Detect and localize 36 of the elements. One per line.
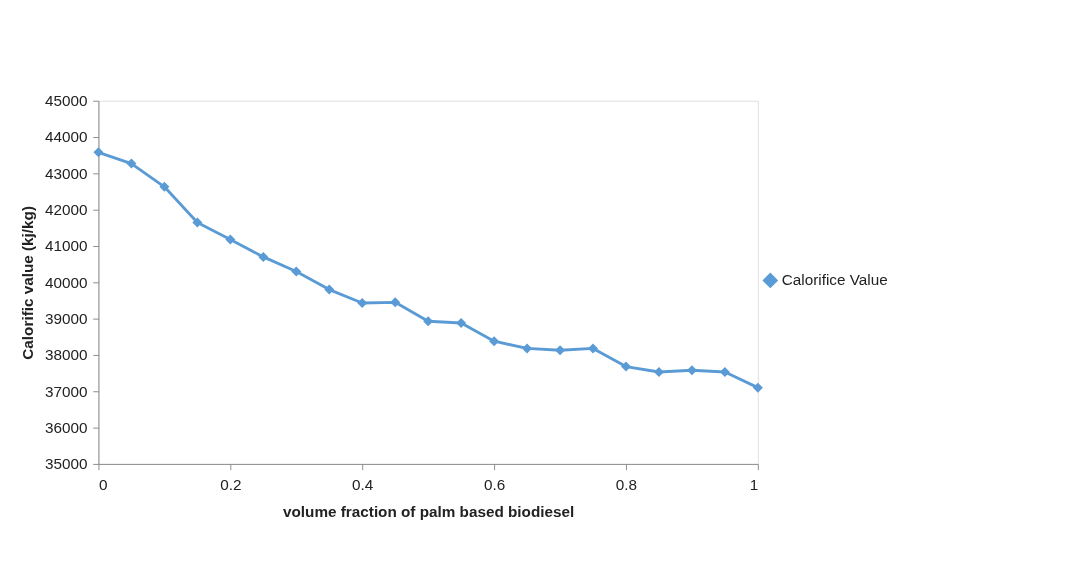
y-tick-label: 40000: [44, 273, 88, 291]
y-tick-label: 36000: [44, 418, 88, 436]
y-tick-label: 37000: [44, 382, 88, 400]
x-tick-label: 0.2: [220, 476, 242, 494]
y-tick-label: 35000: [44, 455, 88, 473]
x-axis-title: volume fraction of palm based biodiesel: [283, 502, 575, 520]
point: [192, 217, 203, 228]
point: [653, 367, 664, 378]
y-tick-label: 41000: [44, 237, 88, 255]
point: [620, 361, 631, 372]
point: [456, 318, 467, 329]
point: [126, 158, 137, 169]
point: [258, 251, 269, 262]
x-tick-label: 0.6: [483, 476, 506, 494]
point: [324, 284, 335, 295]
point: [588, 343, 599, 354]
point: [390, 297, 401, 308]
x-tick-label: 0.8: [615, 476, 638, 494]
legend-label: Calorifice Value: [781, 271, 888, 289]
point: [159, 181, 170, 192]
point: [489, 336, 500, 347]
point: [752, 382, 763, 393]
point: [522, 343, 533, 354]
y-tick-label: 39000: [44, 309, 88, 327]
point: [93, 147, 104, 158]
x-tick-label: 1: [749, 476, 759, 494]
y-tick-label: 38000: [44, 346, 88, 364]
y-tick-label: 42000: [44, 200, 88, 218]
point: [225, 234, 236, 245]
y-tick-label: 45000: [44, 92, 88, 110]
y-tick-label: 44000: [44, 128, 88, 146]
y-tick-label: 43000: [44, 164, 88, 182]
point: [291, 266, 302, 277]
y-axis-title: Calorific value (kj/kg): [18, 205, 36, 360]
x-tick-label: 0: [98, 476, 108, 494]
x-tick-label: 0.4: [352, 476, 374, 494]
